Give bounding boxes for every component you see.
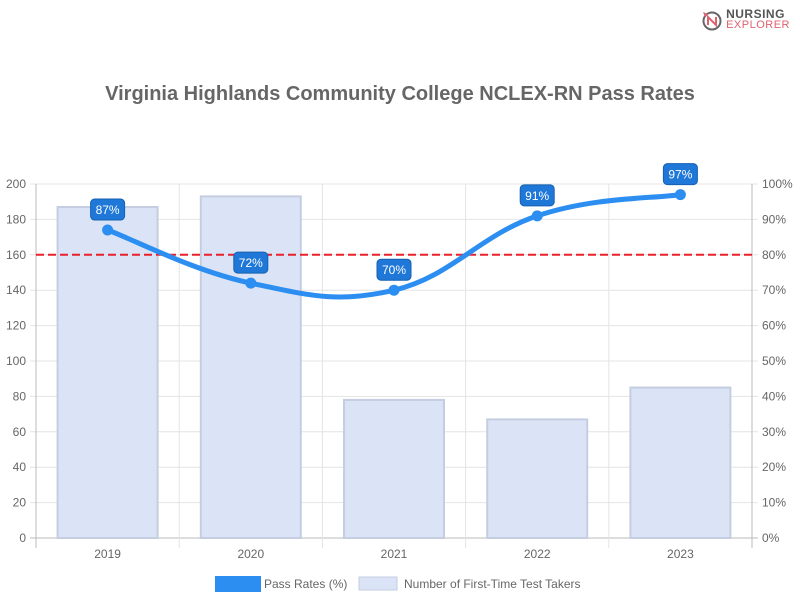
- y-left-tick-label: 0: [19, 531, 26, 545]
- bar: [343, 398, 445, 539]
- data-label-box: [90, 198, 126, 221]
- pass-rate-point: [388, 284, 400, 296]
- pass-rate-point: [674, 189, 686, 201]
- x-tick-label: 2023: [667, 547, 694, 561]
- y-left-tick-label: 60: [13, 425, 27, 439]
- data-label: 97%: [668, 168, 692, 182]
- x-tick-label: 2020: [237, 547, 264, 561]
- bar: [56, 206, 159, 539]
- y-right-tick-label: 90%: [762, 212, 786, 226]
- y-right-tick-label: 30%: [762, 425, 786, 439]
- x-tick-label: 2019: [94, 547, 121, 561]
- legend-label-pass-rates: Pass Rates (%): [264, 577, 347, 591]
- y-right-tick-label: 10%: [762, 496, 786, 510]
- y-left-tick-label: 160: [6, 248, 26, 262]
- data-label-box: [662, 163, 698, 186]
- legend-swatch-pass-rates: [215, 576, 261, 592]
- y-right-tick-label: 0%: [762, 531, 780, 545]
- logo-text-line2: EXPLORER: [726, 19, 790, 31]
- y-right-tick-label: 100%: [762, 177, 793, 191]
- data-label: 87%: [96, 203, 120, 217]
- y-right-tick-label: 70%: [762, 283, 786, 297]
- legend-label-test-takers: Number of First-Time Test Takers: [404, 577, 580, 591]
- bar: [486, 418, 589, 539]
- legend-swatch-test-takers: [358, 576, 398, 591]
- bar: [629, 386, 732, 539]
- data-label: 70%: [382, 263, 406, 277]
- data-label-box: [376, 258, 412, 281]
- pass-rate-point: [531, 210, 543, 222]
- y-left-tick-label: 80: [13, 389, 27, 403]
- x-tick-label: 2021: [381, 547, 408, 561]
- y-left-tick-label: 180: [6, 212, 26, 226]
- y-left-tick-label: 20: [13, 496, 27, 510]
- y-right-tick-label: 20%: [762, 460, 786, 474]
- logo-icon: [702, 11, 722, 31]
- y-left-tick-label: 140: [6, 283, 26, 297]
- y-right-tick-label: 40%: [762, 389, 786, 403]
- y-right-tick-label: 60%: [762, 319, 786, 333]
- data-label-box: [519, 184, 555, 207]
- bar: [199, 195, 302, 539]
- data-label-box: [233, 251, 269, 274]
- data-label: 91%: [525, 189, 549, 203]
- y-left-tick-label: 120: [6, 319, 26, 333]
- x-tick-label: 2022: [524, 547, 551, 561]
- y-right-tick-label: 80%: [762, 248, 786, 262]
- logo-text-line1: NURSING: [726, 7, 785, 21]
- y-left-tick-label: 100: [6, 354, 26, 368]
- pass-rate-point: [245, 277, 257, 289]
- nursing-explorer-logo: NURSING EXPLORER: [701, 7, 790, 31]
- y-left-tick-label: 40: [13, 460, 27, 474]
- pass-rate-line: [105, 192, 683, 300]
- pass-rate-point: [102, 224, 114, 236]
- data-label: 72%: [239, 256, 263, 270]
- y-right-tick-label: 50%: [762, 354, 786, 368]
- chart-title: Virginia Highlands Community College NCL…: [105, 83, 695, 105]
- y-left-tick-label: 200: [6, 177, 26, 191]
